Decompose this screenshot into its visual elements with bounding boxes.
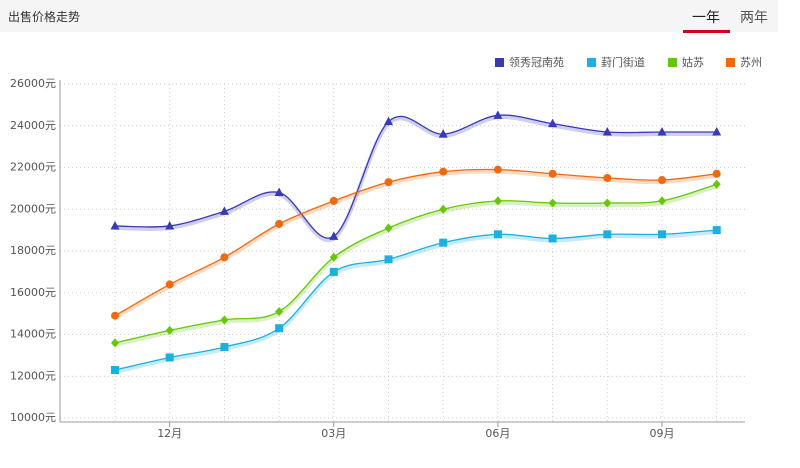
point [220, 253, 229, 262]
point [384, 116, 393, 126]
point [493, 196, 502, 206]
point [165, 280, 174, 289]
point [384, 255, 393, 264]
line [114, 229, 717, 371]
tab-indicator [683, 30, 730, 33]
point [165, 220, 175, 230]
legend-swatch [726, 58, 735, 67]
y-tick-label: 26000元 [10, 77, 56, 90]
point [548, 198, 557, 208]
x-tick-label: 12月 [157, 427, 182, 440]
point [548, 234, 557, 243]
point [220, 315, 229, 325]
point [275, 307, 284, 317]
legend-label: 姑苏 [682, 56, 704, 69]
point [712, 179, 721, 189]
point [603, 173, 612, 182]
point [329, 267, 338, 276]
legend-label: 苏州 [740, 56, 762, 69]
point [548, 169, 557, 178]
point [658, 230, 666, 239]
point [658, 196, 666, 206]
point [275, 324, 284, 333]
line [114, 168, 717, 317]
point [274, 187, 284, 197]
line-shadow [114, 169, 717, 320]
point [329, 252, 338, 262]
x-tick-label: 06月 [485, 427, 510, 440]
y-tick-label: 14000元 [10, 328, 56, 341]
point [603, 230, 612, 239]
point [602, 127, 612, 136]
point [439, 204, 448, 214]
legend-label: 领秀冠南苑 [509, 56, 564, 69]
point [712, 127, 722, 136]
point [493, 230, 502, 239]
line [114, 183, 717, 344]
legend-swatch [587, 58, 596, 67]
y-tick-label: 24000元 [10, 119, 56, 132]
point [165, 353, 174, 362]
x-tick-label: 09月 [650, 427, 675, 440]
y-tick-label: 12000元 [10, 369, 56, 382]
y-tick-label: 18000元 [10, 244, 56, 257]
point [712, 169, 721, 178]
line-shadow [114, 184, 718, 347]
point [712, 226, 721, 235]
header-title: 出售价格走势 [8, 10, 81, 24]
point [493, 110, 503, 119]
y-tick-label: 16000元 [10, 286, 56, 299]
point [111, 311, 119, 320]
legend-swatch [668, 58, 677, 67]
y-tick-label: 22000元 [10, 161, 56, 174]
y-tick-label: 20000元 [10, 202, 56, 215]
tab[interactable]: 一年 [692, 10, 720, 26]
x-tick-label: 03月 [321, 427, 346, 440]
point [603, 198, 612, 208]
point [548, 118, 558, 128]
y-tick-label: 10000元 [10, 411, 56, 424]
point [220, 343, 229, 352]
point [658, 176, 666, 185]
point [384, 178, 393, 187]
point [111, 365, 119, 374]
point [439, 167, 448, 176]
point [329, 231, 339, 240]
point [111, 338, 119, 348]
header: 出售价格走势 一年 两年 [0, 0, 778, 33]
point [219, 206, 229, 215]
point [657, 127, 667, 136]
legend-swatch [495, 58, 504, 67]
point [110, 220, 120, 230]
point [275, 219, 284, 228]
point [165, 325, 174, 335]
legend-label: 葑门街道 [601, 55, 645, 69]
point [384, 223, 393, 233]
point [439, 238, 448, 247]
point [493, 165, 502, 174]
point [438, 129, 448, 138]
tab[interactable]: 两年 [740, 10, 768, 26]
point [329, 196, 338, 205]
